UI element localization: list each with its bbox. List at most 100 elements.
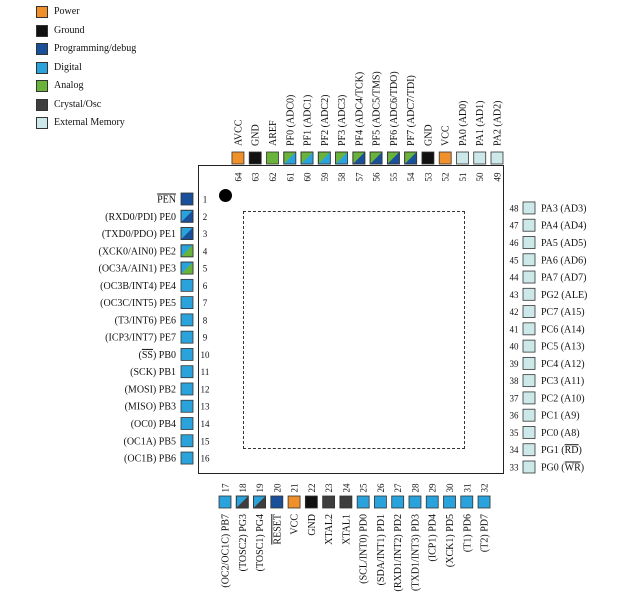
pin-swatch-fill: [522, 426, 536, 439]
pin-swatch-split: [318, 152, 331, 164]
pin-swatch-fill: [522, 236, 536, 249]
pin-swatch-fill: [180, 365, 194, 379]
pin-3-label: (TXD0/PDO) PE1: [102, 229, 176, 240]
pin-swatch-fill: [180, 192, 194, 206]
pin-9-label: (ICP3/INT7) PE7: [105, 333, 176, 344]
pin-swatch-border: [369, 151, 383, 165]
pin-2-label: (RXD0/PDI) PE0: [105, 212, 176, 223]
pin-35-swatch: [522, 426, 536, 439]
pin-number: 26: [376, 483, 386, 493]
pin-2-swatch: [180, 209, 194, 223]
pin-63-swatch: [248, 151, 262, 165]
pin-swatch-fill: [248, 151, 262, 165]
pin-number: 9: [203, 333, 208, 343]
pin-number: 44: [510, 273, 520, 283]
pin-swatch-fill: [356, 495, 370, 509]
pin-number: 64: [233, 172, 243, 182]
pin-62-swatch: [266, 151, 279, 165]
pin-number: 34: [510, 445, 520, 455]
pin-14-label: (OC0) PB4: [131, 419, 176, 430]
pin-number: 25: [359, 483, 369, 493]
pin-number: 50: [475, 172, 485, 182]
pin-swatch-fill: [522, 408, 536, 422]
legend-swatch: [36, 61, 48, 74]
pin-32-label: (T2) PD7: [480, 514, 491, 552]
pin-swatch-fill: [522, 443, 536, 457]
pin-number: 15: [201, 436, 211, 446]
pin-swatch-fill: [490, 151, 504, 165]
pin-35-label: PC0 (A8): [541, 428, 580, 439]
pin-swatch-fill: [522, 391, 536, 405]
pin-swatch-fill: [180, 382, 194, 396]
pin-1-swatch: [180, 192, 194, 206]
pin-51-swatch: [456, 151, 469, 165]
legend-swatch: [36, 117, 48, 129]
pin-number: 37: [510, 393, 520, 403]
legend-label: Ground: [54, 24, 85, 36]
pin-4-swatch: [180, 244, 194, 258]
pin-15-swatch: [180, 434, 194, 448]
pin-number: 32: [480, 484, 490, 493]
pin-number: 63: [251, 172, 261, 182]
pin-17-label: (OC2/OC1C) PB7: [221, 514, 232, 588]
pin-number: 61: [285, 173, 295, 182]
pin-swatch-split: [352, 152, 365, 164]
pin-54-swatch: [404, 151, 418, 165]
pin-swatch-border: [386, 151, 400, 165]
pin-38-swatch: [522, 374, 536, 388]
pin-swatch-fill: [322, 495, 336, 509]
pin-number: 46: [510, 238, 520, 248]
pin-53-label: GND: [423, 124, 434, 146]
pin-number: 12: [201, 384, 210, 394]
pin-number: 6: [203, 281, 208, 291]
pin-swatch-fill: [522, 253, 536, 267]
pin-swatch-fill: [270, 495, 284, 509]
pin-number: 38: [510, 376, 520, 386]
pin-number: 19: [255, 483, 265, 493]
pin-number: 27: [393, 483, 403, 493]
pin-27-swatch: [391, 495, 405, 509]
pin-34-label: PG1 (RD): [541, 445, 582, 456]
pin-swatch-fill: [391, 495, 405, 509]
pin-swatch-fill: [180, 399, 194, 413]
pin-58-swatch: [335, 151, 348, 165]
pin-swatch-split: [236, 496, 249, 508]
pin-number: 33: [510, 463, 520, 473]
pin-21-label: VCC: [290, 514, 301, 535]
pin-14-swatch: [180, 417, 194, 430]
pin-48-swatch: [522, 201, 536, 215]
pin-number: 11: [201, 367, 210, 377]
pin-40-swatch: [522, 339, 536, 353]
pin-swatch-fill: [421, 151, 435, 165]
pin-swatch-split: [404, 152, 417, 164]
pin-12-label: (MOSI) PB2: [125, 384, 176, 395]
pin-number: 54: [406, 172, 416, 182]
pin-12-swatch: [180, 382, 194, 396]
pin-1-label: PEN: [157, 195, 176, 206]
pin-64-label: AVCC: [233, 119, 244, 146]
pin-swatch-fill: [522, 339, 536, 353]
pin-16-swatch: [180, 451, 194, 465]
pin-swatch-fill: [339, 495, 353, 509]
pin-46-label: PA5 (AD5): [541, 238, 586, 249]
pin-swatch-fill: [266, 151, 279, 165]
pin-61-swatch: [283, 151, 297, 165]
pin-number: 40: [510, 342, 520, 352]
pin-swatch-fill: [522, 201, 536, 215]
pin-58-label: PF3 (ADC3): [337, 95, 348, 146]
pin-36-swatch: [522, 408, 536, 422]
pin-swatch-split: [181, 244, 193, 257]
pin-26-label: (SDA/INT1) PD1: [376, 514, 387, 585]
pin-swatch-fill: [477, 495, 491, 509]
pin-swatch-fill: [304, 495, 318, 509]
pin-number: 13: [201, 402, 211, 412]
pin-swatch-border: [180, 261, 194, 275]
pin-number: 18: [238, 483, 248, 493]
pin-49-swatch: [490, 151, 504, 165]
pin-swatch-fill: [180, 278, 194, 292]
pin-swatch-border: [180, 227, 194, 240]
pin-30-swatch: [443, 495, 456, 509]
pin-number: 62: [268, 173, 278, 182]
pin-42-label: PC7 (A15): [541, 307, 585, 318]
